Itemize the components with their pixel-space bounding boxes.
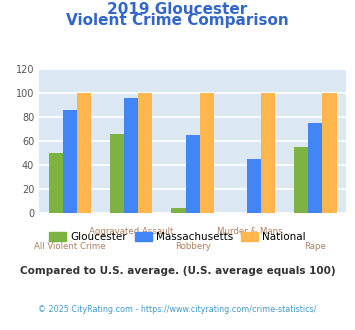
Bar xyxy=(63,110,77,213)
Text: © 2025 CityRating.com - https://www.cityrating.com/crime-statistics/: © 2025 CityRating.com - https://www.city… xyxy=(38,305,317,314)
Legend: Gloucester, Massachusetts, National: Gloucester, Massachusetts, National xyxy=(45,228,310,246)
Bar xyxy=(138,93,152,213)
Text: Violent Crime Comparison: Violent Crime Comparison xyxy=(66,13,289,28)
Bar xyxy=(110,134,124,213)
Bar xyxy=(200,93,214,213)
Bar xyxy=(322,93,337,213)
Text: All Violent Crime: All Violent Crime xyxy=(34,242,105,250)
Bar xyxy=(171,208,186,213)
Bar xyxy=(124,98,138,213)
Text: Compared to U.S. average. (U.S. average equals 100): Compared to U.S. average. (U.S. average … xyxy=(20,266,335,276)
Text: Aggravated Assault: Aggravated Assault xyxy=(89,227,173,236)
Bar xyxy=(261,93,275,213)
Text: 2019 Gloucester: 2019 Gloucester xyxy=(107,2,248,16)
Text: Rape: Rape xyxy=(305,242,326,250)
Bar xyxy=(49,153,63,213)
Bar xyxy=(77,93,91,213)
Bar xyxy=(186,135,200,213)
Bar xyxy=(247,159,261,213)
Bar xyxy=(294,147,308,213)
Text: Robbery: Robbery xyxy=(175,242,211,250)
Bar xyxy=(308,123,322,213)
Text: Murder & Mans...: Murder & Mans... xyxy=(217,227,291,236)
